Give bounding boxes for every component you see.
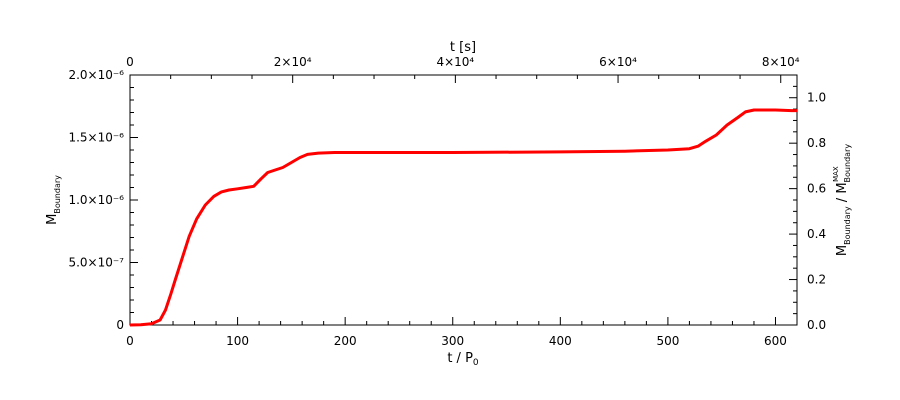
top-tick-label: 8×10⁴ — [762, 55, 800, 69]
y2-tick-label: 0.8 — [807, 136, 826, 150]
y-tick-label: 5.0×10⁻⁷ — [68, 256, 124, 270]
ticks-layer: 0 100 200 300 400 500 600 0 2×10⁴ 4×10⁴ 6×10⁴ 8×10⁴… — [68, 55, 826, 348]
x-tick-label: 100 — [226, 334, 249, 348]
left-axis-title: MBoundary — [45, 175, 62, 225]
y2-tick-label: 0.2 — [807, 273, 826, 287]
x-tick-label: 400 — [549, 334, 572, 348]
x-tick-label: 500 — [656, 334, 679, 348]
top-axis-title: t [s] — [450, 40, 476, 55]
y2-tick-label: 0.0 — [807, 318, 826, 332]
top-tick-label: 0 — [126, 55, 134, 69]
bottom-axis-title: t / P0 — [447, 351, 479, 368]
plot-frame — [129, 74, 798, 326]
x-tick-label: 0 — [126, 334, 134, 348]
y-tick-label: 1.0×10⁻⁶ — [68, 193, 124, 207]
y-tick-label: 1.5×10⁻⁶ — [68, 131, 124, 145]
top-tick-label: 6×10⁴ — [599, 55, 637, 69]
y2-tick-label: 1.0 — [807, 91, 826, 105]
series-line — [129, 108, 797, 327]
y2-tick-label: 0.6 — [807, 182, 826, 196]
top-tick-label: 2×10⁴ — [274, 55, 312, 69]
x-tick-label: 300 — [441, 334, 464, 348]
y-tick-label: 2.0×10⁻⁶ — [68, 68, 124, 82]
series-layer — [129, 108, 797, 327]
x-tick-label: 200 — [334, 334, 357, 348]
y2-tick-label: 0.4 — [807, 227, 826, 241]
y-tick-label: 0 — [116, 318, 124, 332]
top-tick-label: 4×10⁴ — [436, 55, 474, 69]
right-axis-title: MBoundary / MBoundaryMAX — [832, 144, 852, 256]
x-tick-label: 600 — [764, 334, 787, 348]
